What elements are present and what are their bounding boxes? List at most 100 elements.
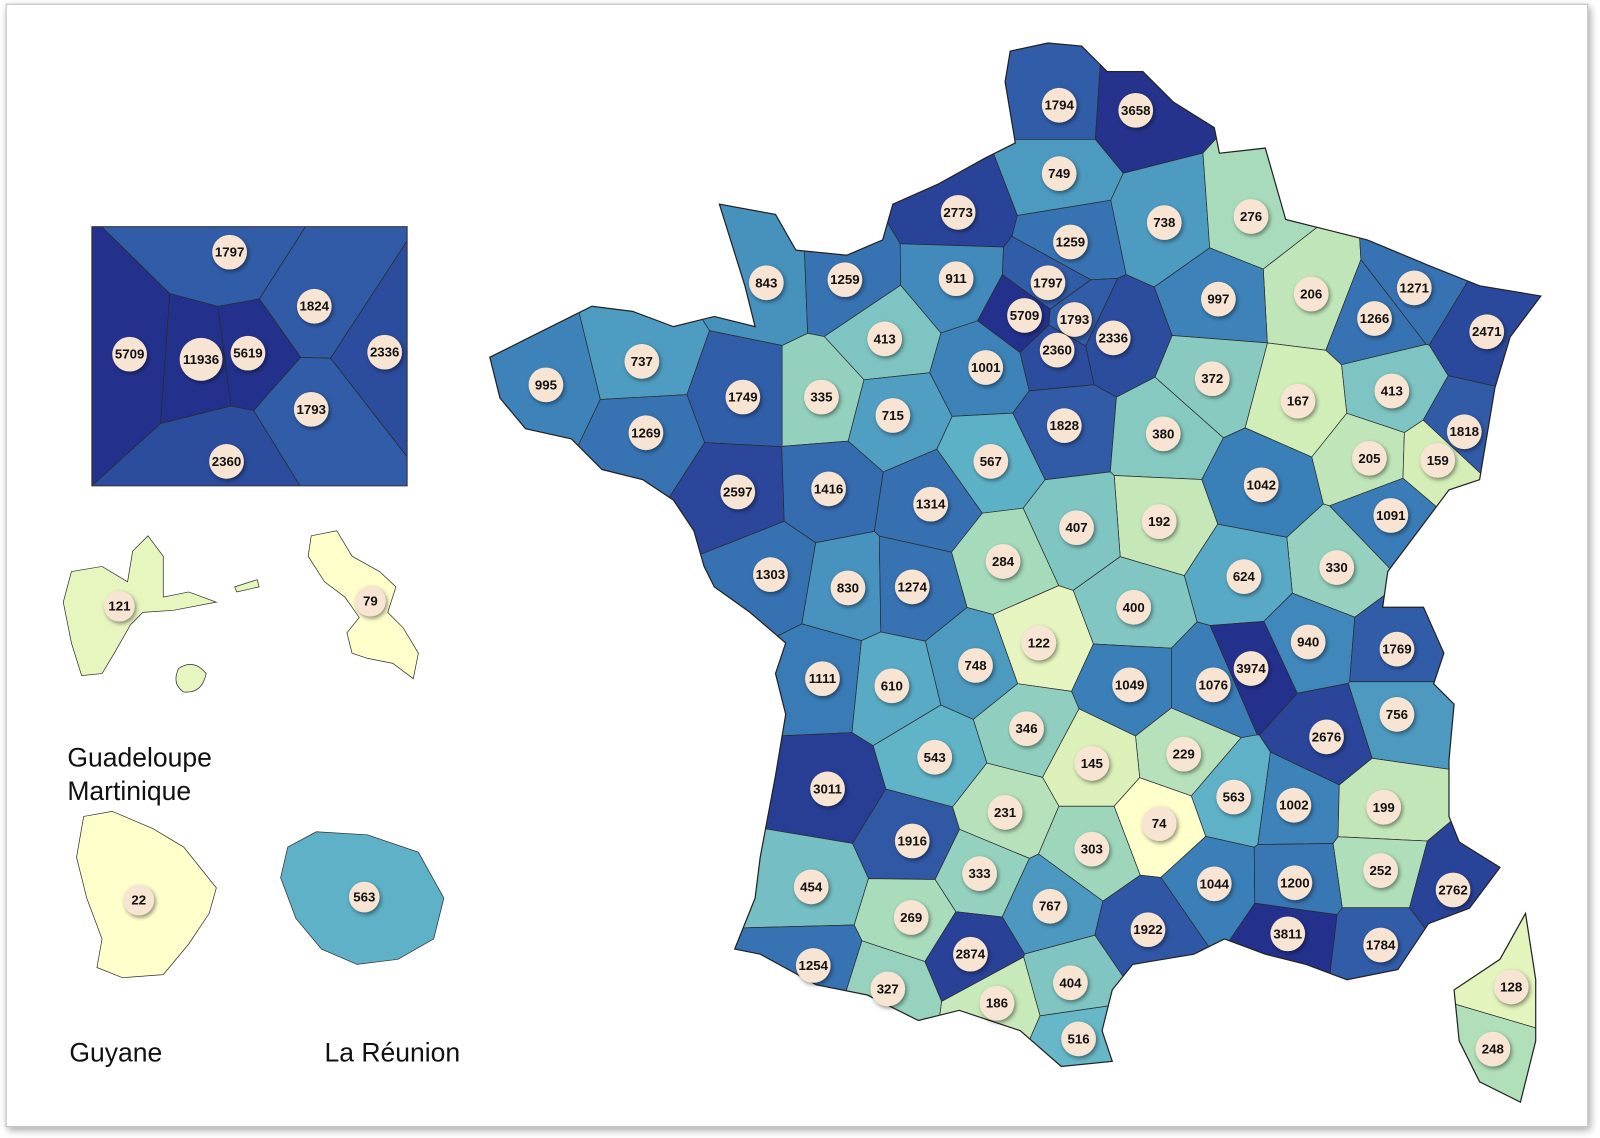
label-badge (1363, 853, 1398, 888)
label-badge (1363, 927, 1398, 963)
label-badge (870, 971, 906, 1007)
label-badge (1059, 510, 1094, 546)
label-badge (753, 557, 788, 592)
label-badge (985, 544, 1021, 579)
label-badge (296, 288, 332, 324)
label-badge (894, 823, 930, 859)
value-label: 2597 (723, 484, 752, 499)
value-label: 1076 (1199, 677, 1228, 692)
value-label: 186 (986, 996, 1008, 1011)
label-badge (804, 379, 839, 415)
label-badge (212, 234, 247, 270)
value-label: 1769 (1382, 642, 1411, 657)
value-label: 2676 (1312, 729, 1341, 744)
label-badge (1095, 320, 1131, 356)
label-badge (123, 884, 155, 916)
label-badge (1276, 787, 1312, 823)
label-badge (1195, 667, 1231, 703)
value-label: 1797 (1033, 275, 1062, 290)
value-label: 749 (1048, 166, 1070, 181)
label-badge (1057, 302, 1092, 337)
place-label: Guadeloupe (67, 742, 212, 772)
label-badge (1074, 831, 1110, 867)
label-badge (628, 415, 664, 451)
label-badge (1074, 746, 1110, 781)
value-label: 748 (964, 658, 986, 673)
label-badge (973, 444, 1009, 479)
value-label: 3658 (1121, 103, 1150, 118)
value-label: 276 (1240, 209, 1262, 224)
value-label: 121 (108, 599, 130, 614)
label-badge (867, 321, 903, 357)
value-label: 738 (1153, 215, 1175, 230)
value-label: 1828 (1050, 418, 1079, 433)
value-label: 400 (1123, 600, 1145, 615)
label-badge (827, 262, 863, 298)
label-badge (1021, 625, 1057, 661)
label-badge (1493, 969, 1529, 1005)
label-badge (1007, 298, 1042, 333)
label-badge (1053, 965, 1088, 1001)
label-badge (355, 585, 386, 617)
value-label: 610 (881, 678, 903, 693)
paris-inset (91, 226, 408, 486)
value-label: 1049 (1115, 677, 1144, 692)
label-badge (112, 336, 147, 372)
value-label: 1001 (971, 360, 1000, 375)
label-badge (1166, 736, 1202, 772)
label-badge (917, 739, 953, 775)
value-label: 543 (924, 750, 946, 765)
label-badge (1226, 559, 1262, 594)
value-label: 2773 (943, 205, 972, 220)
label-badge (1053, 224, 1088, 260)
label-badge (958, 648, 993, 683)
inset-department (91, 405, 301, 486)
label-badge (1041, 156, 1077, 191)
value-label: 1824 (300, 299, 330, 314)
label-badge (367, 334, 403, 370)
label-badge (811, 471, 846, 507)
label-badge (893, 900, 929, 935)
value-label: 737 (631, 354, 653, 369)
value-label: 145 (1081, 756, 1103, 771)
label-badge (1373, 498, 1409, 533)
value-label: 1269 (631, 425, 660, 440)
label-badge (1118, 92, 1154, 128)
label-badge (1030, 265, 1066, 301)
value-label: 74 (1152, 816, 1167, 831)
value-label: 1044 (1200, 876, 1230, 891)
value-label: 563 (1223, 790, 1245, 805)
label-badge (1357, 301, 1392, 336)
label-badge (1420, 442, 1456, 478)
value-label: 830 (837, 580, 859, 595)
label-badge (830, 570, 866, 606)
label-badge (793, 869, 829, 905)
label-badge (1352, 440, 1387, 476)
value-label: 1254 (799, 958, 829, 973)
place-label: La Réunion (324, 1037, 460, 1067)
value-label: 5709 (1010, 308, 1039, 323)
value-label: 1259 (830, 272, 859, 287)
value-label: 2762 (1438, 882, 1467, 897)
value-label: 1793 (296, 402, 325, 417)
label-badge (1379, 631, 1415, 667)
value-label: 303 (1081, 842, 1103, 857)
overseas-territory (62, 535, 260, 693)
value-label: 2336 (370, 345, 399, 360)
value-label: 5619 (233, 346, 262, 361)
labels: 1794 3658 749 2773 738 276 1259 843 1259 911 1797 2… (104, 87, 1529, 1067)
label-badge (1233, 199, 1269, 234)
value-label: 167 (1287, 394, 1309, 409)
value-label: 1416 (814, 481, 843, 496)
label-badge (1379, 697, 1415, 732)
value-label: 1922 (1133, 922, 1162, 937)
value-label: 404 (1059, 975, 1082, 990)
label-badge (1141, 504, 1177, 539)
label-badge (1201, 281, 1236, 317)
value-label: 231 (994, 805, 1016, 820)
inset-frame (91, 226, 408, 487)
label-badge (1475, 1031, 1511, 1067)
value-label: 192 (1148, 514, 1170, 529)
value-label: 205 (1358, 451, 1380, 466)
